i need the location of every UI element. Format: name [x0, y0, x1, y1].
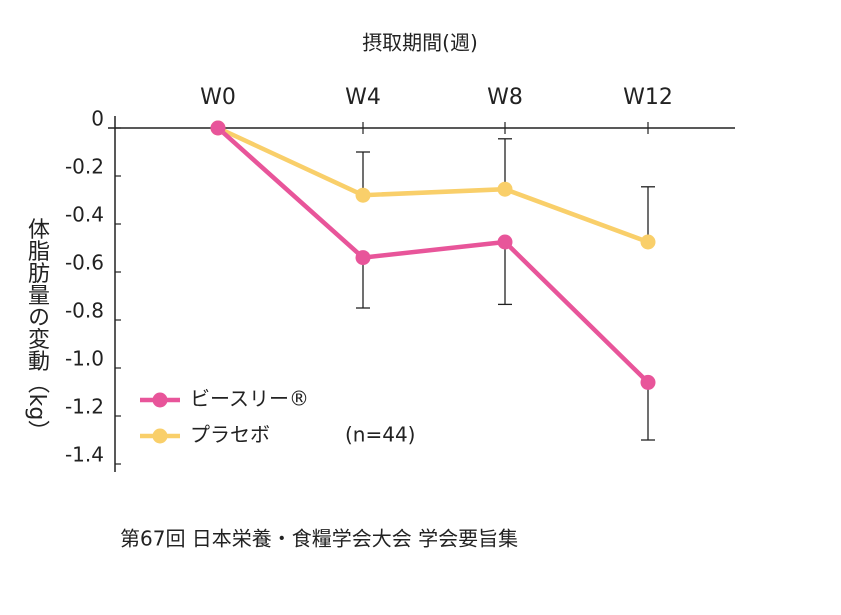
series-line — [217, 125, 649, 245]
y-axis-title: 体脂肪量の変動（kg） — [24, 218, 50, 443]
x-tick-label: W8 — [487, 85, 523, 110]
y-tick-label: -0.4 — [65, 203, 104, 227]
x-tick-label: W4 — [345, 85, 381, 110]
legend-note: (n=44) — [345, 423, 416, 447]
error-bar — [498, 242, 512, 306]
error-bar — [498, 138, 512, 190]
legend-marker — [152, 392, 168, 408]
y-tick-label: -0.6 — [65, 251, 104, 275]
y-tick-label: -0.8 — [65, 299, 104, 323]
point — [210, 120, 226, 136]
x-axis-title: 摂取期間(週) — [362, 31, 478, 55]
point — [640, 374, 656, 390]
legend-marker — [152, 428, 168, 444]
y-tick-label: -1.4 — [65, 443, 104, 467]
series-line — [216, 126, 650, 385]
error-bar — [356, 257, 370, 309]
legend-label: ビースリー® — [190, 387, 309, 411]
x-tick-label: W12 — [623, 85, 673, 110]
y-tick-label: -1.2 — [65, 395, 104, 419]
point — [497, 181, 513, 197]
point — [640, 234, 656, 250]
source: 第67回 日本栄養・食糧学会大会 学会要旨集 — [120, 527, 518, 551]
error-bar — [641, 382, 655, 441]
y-tick-label: -1.0 — [65, 347, 104, 371]
point — [355, 250, 371, 266]
x-tick-label: W0 — [200, 85, 236, 110]
legend-label: プラセボ — [190, 423, 270, 447]
point — [355, 187, 371, 203]
point — [497, 234, 513, 250]
y-tick-label: -0.2 — [65, 155, 104, 179]
y-tick-label: 0 — [91, 107, 104, 131]
error-bar — [641, 186, 655, 242]
